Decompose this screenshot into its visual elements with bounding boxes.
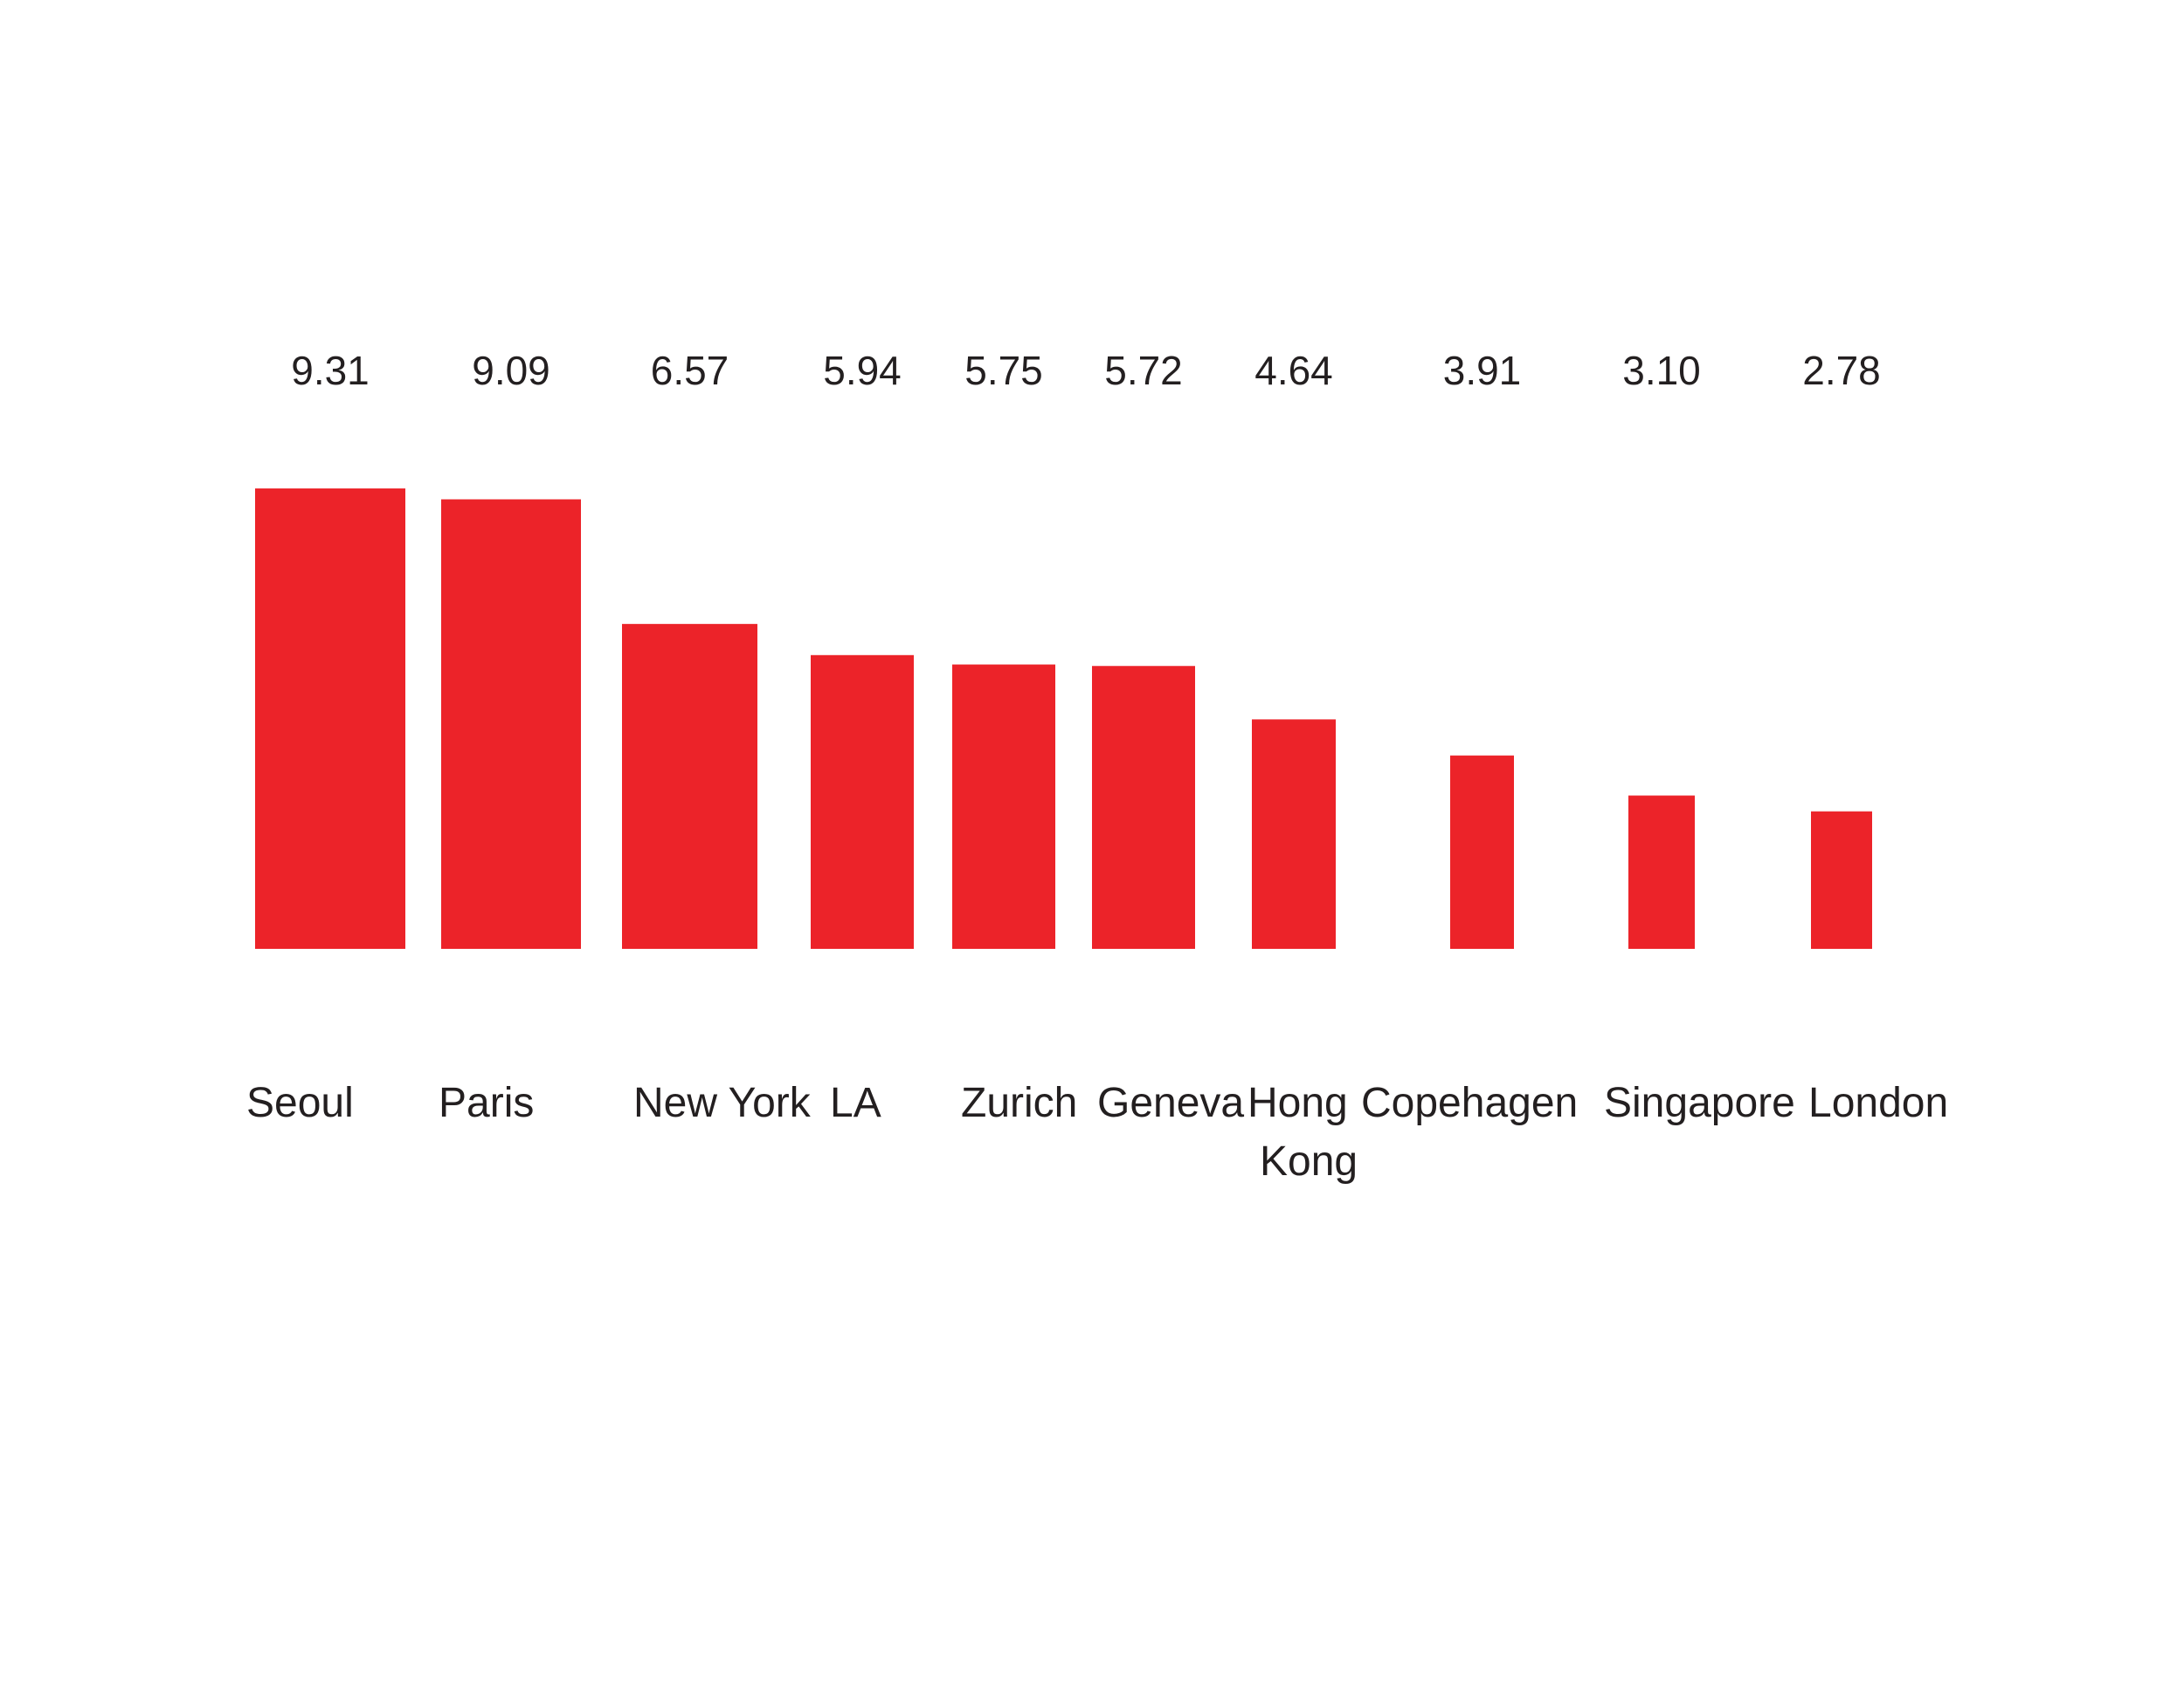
value-label: 3.10 bbox=[1622, 348, 1701, 393]
value-label: 5.75 bbox=[964, 348, 1043, 393]
value-label: 5.72 bbox=[1104, 348, 1183, 393]
category-label: Geneva bbox=[1097, 1080, 1244, 1126]
value-label: 6.57 bbox=[651, 348, 729, 393]
value-labels-layer: 9.31 9.09 6.57 5.94 5.75 5.72 4.64 3.91 3.10 2.78 bbox=[291, 348, 1881, 393]
value-label: 4.64 bbox=[1254, 348, 1333, 393]
category-label: Seoul bbox=[246, 1080, 354, 1126]
bar-seoul bbox=[255, 488, 405, 949]
value-label: 3.91 bbox=[1443, 348, 1522, 393]
category-label: Zurich bbox=[961, 1080, 1077, 1126]
category-label: London bbox=[1808, 1080, 1948, 1126]
bar-hong-kong bbox=[1252, 719, 1336, 949]
category-label: LA bbox=[830, 1080, 881, 1126]
category-labels-layer: Seoul Paris New York LA Zurich Geneva Hong Kong… bbox=[246, 1080, 1948, 1185]
bar-zurich bbox=[952, 664, 1055, 949]
category-label: Paris bbox=[439, 1080, 534, 1126]
bar-london bbox=[1811, 811, 1872, 949]
value-label: 2.78 bbox=[1802, 348, 1881, 393]
value-label: 9.09 bbox=[472, 348, 550, 393]
category-label: Singapore bbox=[1604, 1080, 1795, 1126]
bar-singapore bbox=[1628, 795, 1695, 949]
bar-la bbox=[811, 654, 914, 949]
bar-geneva bbox=[1092, 666, 1195, 949]
bar-new-york bbox=[622, 624, 757, 949]
bar-copehagen bbox=[1450, 755, 1514, 949]
bar-paris bbox=[441, 499, 581, 949]
category-label: Hong Kong bbox=[1248, 1080, 1358, 1185]
bars-layer bbox=[255, 488, 1872, 949]
value-label: 9.31 bbox=[291, 348, 370, 393]
category-label: Copehagen bbox=[1361, 1080, 1578, 1126]
category-label: New York bbox=[633, 1080, 812, 1126]
value-label: 5.94 bbox=[823, 348, 902, 393]
